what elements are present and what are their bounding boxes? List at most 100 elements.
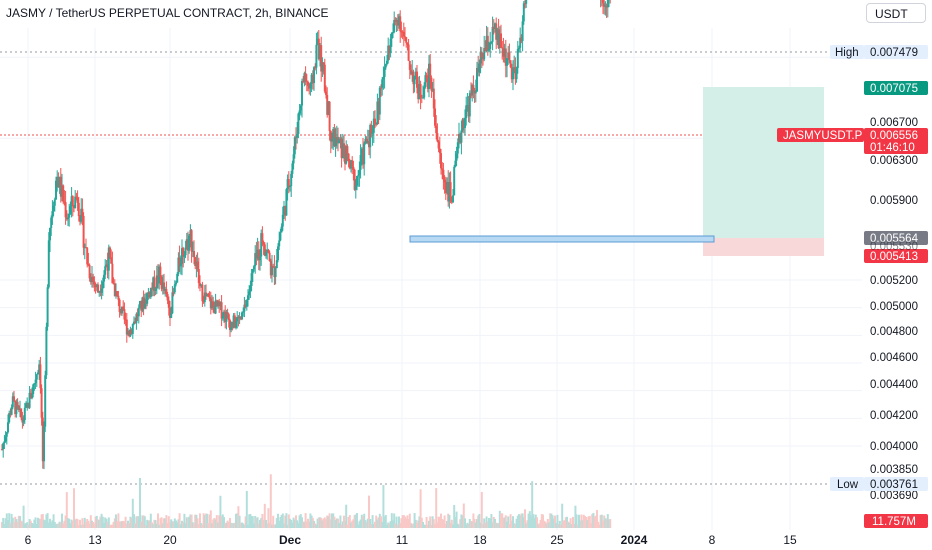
volume-bar — [49, 518, 51, 528]
volume-bar — [206, 513, 209, 528]
volume-bar — [25, 523, 27, 528]
candle — [253, 266, 255, 270]
volume-bar — [245, 490, 248, 528]
volume-bar — [67, 518, 69, 528]
volume-bar — [89, 515, 92, 528]
candle — [191, 251, 194, 253]
candle — [605, 5, 608, 8]
volume-bar — [333, 516, 336, 528]
candle — [159, 266, 162, 277]
volume-bar — [290, 520, 293, 528]
volume-bar — [488, 518, 490, 528]
volume-bar — [122, 520, 125, 528]
candle — [418, 84, 421, 100]
volume-bar — [53, 521, 56, 528]
volume-bar — [13, 522, 15, 528]
last-price-tag — [864, 128, 928, 154]
volume-bar — [503, 517, 506, 528]
candle — [363, 143, 366, 165]
candle — [58, 176, 61, 188]
volume-bar — [250, 516, 253, 528]
candle — [287, 179, 290, 188]
currency-button[interactable]: USDT — [866, 3, 926, 23]
volume-bar — [599, 514, 602, 528]
candle — [184, 247, 187, 256]
candle — [334, 138, 337, 147]
candle — [206, 293, 209, 297]
candle — [91, 276, 93, 283]
x-tick-label: 11 — [396, 533, 409, 547]
volume-bar — [492, 516, 495, 528]
volume-bar — [29, 520, 32, 528]
candle — [378, 87, 381, 115]
volume-bar — [310, 515, 313, 528]
volume-bar — [243, 524, 246, 528]
volume-bar — [378, 513, 381, 528]
volume-bar — [356, 513, 358, 528]
candle — [199, 283, 201, 286]
volume-bar — [568, 522, 571, 528]
candle — [408, 60, 411, 70]
volume-bar — [221, 514, 224, 528]
volume-bar — [85, 522, 87, 528]
candle — [392, 32, 394, 34]
volume-bar — [1, 522, 3, 528]
volume-bar — [173, 518, 176, 528]
candle — [372, 118, 375, 133]
volume-bar — [598, 524, 601, 528]
candle — [447, 181, 450, 202]
candle — [229, 320, 231, 330]
candle — [34, 379, 37, 384]
volume-bar — [244, 516, 247, 528]
candle — [173, 284, 176, 293]
candle — [525, 0, 528, 4]
volume-bar — [363, 513, 366, 528]
candle — [459, 134, 462, 143]
candle — [263, 244, 266, 256]
candle — [142, 297, 145, 309]
candle — [70, 196, 73, 207]
volume-bar — [369, 518, 372, 528]
volume-bar — [141, 515, 144, 528]
volume-bar — [498, 510, 501, 528]
volume-bar — [123, 521, 126, 528]
volume-bar — [125, 523, 128, 528]
candle — [452, 195, 454, 203]
volume-bar — [106, 522, 109, 528]
volume-bar — [575, 514, 578, 528]
candle — [7, 422, 9, 433]
volume-bar — [262, 519, 265, 528]
volume-bar — [522, 517, 525, 528]
candle — [272, 266, 275, 268]
volume-bar — [520, 513, 523, 528]
volume-bar — [98, 519, 101, 528]
candle — [74, 196, 77, 208]
candle — [170, 313, 173, 318]
candle — [194, 257, 197, 267]
candle — [265, 251, 267, 256]
volume-bar — [247, 524, 249, 528]
candle — [185, 239, 188, 248]
candle — [16, 401, 19, 407]
candle — [50, 217, 53, 228]
candle — [73, 205, 75, 208]
candle — [20, 408, 23, 418]
volume-bar — [606, 514, 609, 528]
candle — [33, 383, 36, 385]
candle — [61, 185, 63, 197]
volume-bar — [68, 518, 71, 528]
candle — [453, 166, 456, 196]
candle — [332, 128, 335, 139]
volume-bar — [4, 518, 7, 528]
x-tick-label: 6 — [25, 533, 32, 547]
candle — [117, 295, 120, 300]
candle — [116, 291, 119, 296]
candle — [524, 3, 526, 5]
volume-bar — [52, 514, 55, 528]
volume-bar — [604, 518, 607, 528]
candle — [326, 94, 329, 115]
candle — [237, 316, 240, 319]
candle — [307, 81, 309, 86]
volume-bar — [202, 513, 205, 528]
